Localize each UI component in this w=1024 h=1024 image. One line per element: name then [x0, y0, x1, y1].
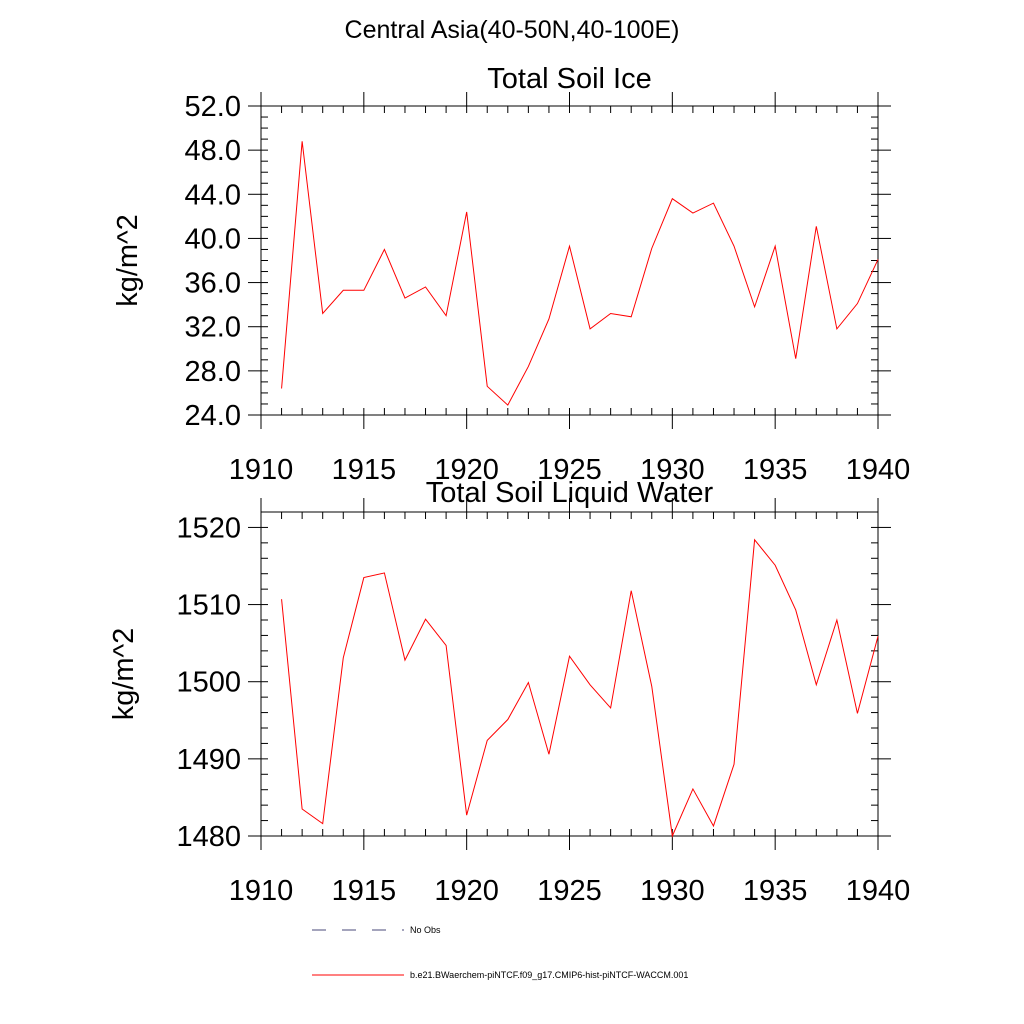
panel-total-soil-ice: Total Soil Ice kg/m^2 24.0 28.0 32.0 36.0 40.0… [112, 63, 910, 486]
x-tick-label: 1910 [229, 454, 294, 486]
x-tick-label: 1915 [332, 454, 397, 486]
x-tick-label: 1915 [332, 875, 397, 907]
x-tick-label: 1920 [434, 875, 499, 907]
x-tick-label: 1940 [846, 875, 911, 907]
x-tick-label: 1930 [640, 875, 705, 907]
x-tick-label: 1920 [434, 454, 499, 486]
y-axis-label-soil-ice: kg/m^2 [112, 214, 144, 307]
y-tick-label: 1520 [176, 512, 241, 544]
y-tick-label: 1500 [176, 667, 241, 699]
series-line-soil-liquid-water [281, 538, 879, 838]
x-tick-label: 1935 [743, 875, 808, 907]
figure-title: Central Asia(40-50N,40-100E) [344, 16, 680, 44]
y-tick-label: 1490 [176, 744, 241, 776]
panel-title-soil-ice: Total Soil Ice [487, 63, 651, 95]
y-tick-label: 36.0 [185, 268, 241, 300]
y-tick-label: 1480 [176, 821, 241, 853]
y-tick-label: 44.0 [185, 179, 241, 211]
y-tick-label: 40.0 [185, 223, 241, 255]
x-tick-label: 1925 [537, 875, 602, 907]
y-tick-label: 48.0 [185, 135, 241, 167]
legend-label-no-obs: No Obs [410, 925, 441, 935]
series-line-soil-ice [281, 141, 879, 406]
y-tick-label: 28.0 [185, 356, 241, 388]
x-tick-label: 1925 [537, 454, 602, 486]
y-tick-label: 1510 [176, 590, 241, 622]
legend-label-model-run: b.e21.BWaerchem-piNTCF.f09_g17.CMIP6-his… [410, 970, 688, 980]
y-tick-label: 52.0 [185, 91, 241, 123]
legend: No Obs b.e21.BWaerchem-piNTCF.f09_g17.CM… [312, 925, 688, 980]
x-tick-label: 1930 [640, 454, 705, 486]
x-tick-label: 1935 [743, 454, 808, 486]
x-tick-label: 1940 [846, 454, 911, 486]
y-axis-label-soil-liquid-water: kg/m^2 [108, 628, 140, 721]
x-tick-label: 1910 [229, 875, 294, 907]
plot-frame-soil-ice [260, 105, 879, 416]
y-tick-label: 32.0 [185, 312, 241, 344]
plot-frame-soil-liquid-water [260, 511, 879, 837]
y-tick-label: 24.0 [185, 400, 241, 432]
panel-total-soil-liquid-water: Total Soil Liquid Waterkg/m^214801490150… [108, 477, 910, 907]
